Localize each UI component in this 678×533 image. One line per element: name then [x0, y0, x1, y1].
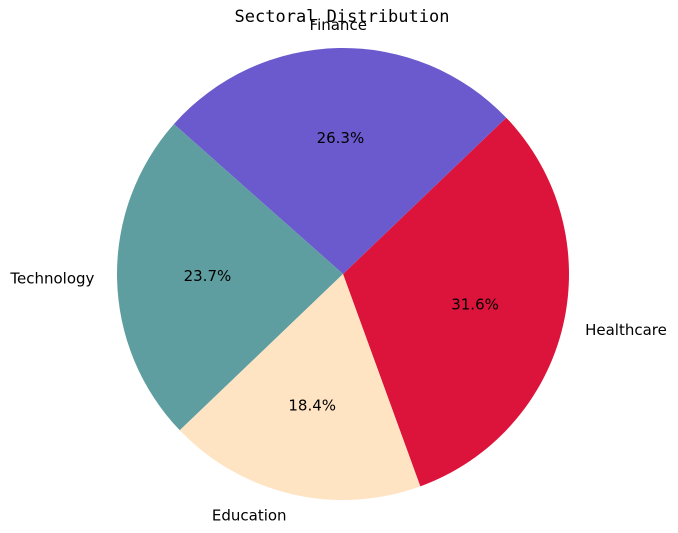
- slice-label-education: Education: [212, 507, 287, 525]
- pie-slice-healthcare: [343, 117, 569, 487]
- pie-slice-technology: [116, 124, 343, 431]
- pie-slice-finance: [173, 48, 507, 275]
- slice-percent-healthcare: 31.6%: [451, 295, 499, 313]
- pie-slices: [116, 48, 569, 500]
- slice-label-healthcare: Healthcare: [585, 321, 667, 339]
- chart-title: Sectoral Distribution: [235, 7, 450, 27]
- slice-label-technology: Technology: [9, 269, 94, 287]
- slice-percent-technology: 23.7%: [184, 267, 232, 285]
- pie-slice-education: [179, 274, 421, 500]
- pie-labels: Healthcare 31.6% Finance 26.3% Technology 23.…: [9, 16, 666, 525]
- slice-percent-education: 18.4%: [288, 397, 336, 415]
- slice-percent-finance: 26.3%: [317, 129, 365, 147]
- slice-label-finance: Finance: [310, 16, 367, 34]
